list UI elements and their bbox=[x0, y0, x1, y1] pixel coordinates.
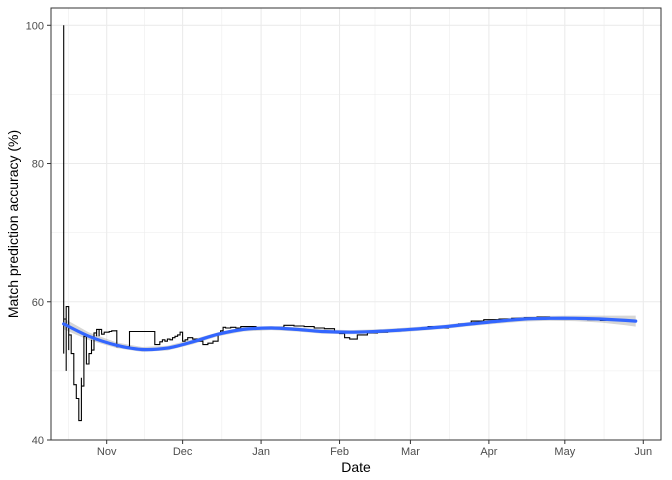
x-axis: Nov Dec Jan Feb Mar Apr May Jun bbox=[97, 440, 652, 458]
x-tick-label: Dec bbox=[173, 446, 193, 458]
minor-gridlines bbox=[51, 8, 661, 440]
y-axis-title: Match prediction accuracy (%) bbox=[5, 130, 21, 318]
y-tick-label: 60 bbox=[32, 297, 44, 309]
x-tick-label: Nov bbox=[97, 446, 117, 458]
x-axis-title: Date bbox=[341, 459, 371, 475]
y-tick-label: 80 bbox=[32, 159, 44, 171]
x-tick-label: May bbox=[554, 446, 575, 458]
smooth-trend-path bbox=[62, 316, 638, 352]
x-tick-label: Apr bbox=[480, 446, 497, 458]
panel-border bbox=[50, 7, 662, 441]
x-tick-label: Mar bbox=[401, 446, 420, 458]
x-tick-label: Feb bbox=[330, 446, 349, 458]
x-tick-label: Jan bbox=[252, 446, 270, 458]
y-axis: 40 60 80 100 bbox=[26, 20, 51, 447]
y-tick-label: 40 bbox=[32, 435, 44, 447]
smooth-trend-line bbox=[62, 316, 638, 352]
y-tick-label: 100 bbox=[26, 20, 44, 32]
plot-panel bbox=[51, 8, 661, 440]
x-tick-label: Jun bbox=[634, 446, 652, 458]
